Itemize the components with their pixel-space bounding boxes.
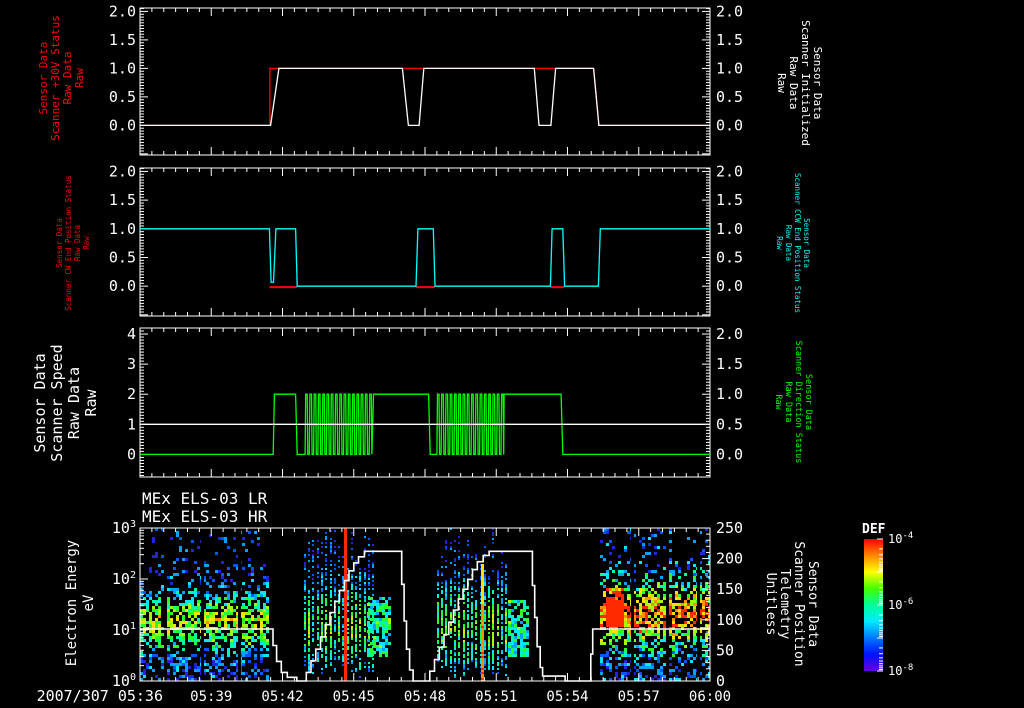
y-tick-label: 2.0 (109, 162, 136, 180)
time-tick-label: 05:54 (546, 689, 588, 705)
y-tick-label: 1.0 (716, 385, 743, 403)
colorbar-unit-label: ergs/(cm**2-sr-sec-eV) (948, 538, 960, 672)
y-tick-label: 3 (127, 355, 136, 373)
panel2-left-label: Sensor Data Scanner CW End Position Stat… (55, 175, 91, 311)
y-tick-label: 0.0 (716, 445, 743, 463)
y-tick-label: 1.5 (109, 191, 136, 209)
position-tick-label: 250 (716, 519, 743, 537)
scanner-end-position-traces (140, 228, 710, 289)
position-tick-label: 100 (716, 611, 743, 629)
scanner-speed-direction-traces (140, 393, 710, 456)
colorbar-tick-label: 10-4 (888, 531, 913, 546)
panel-2-axes (139, 167, 711, 317)
colorbar-tick-label: 10-8 (888, 663, 913, 678)
y-tick-label: 2.0 (716, 325, 743, 343)
panel-4-axes (139, 527, 711, 682)
y-tick-label: 2.0 (716, 162, 743, 180)
panel2-right-label: Sensor Data Scanner CCW End Position Sta… (775, 173, 811, 313)
time-tick-label: 05:57 (618, 689, 660, 705)
panel-3-axes (139, 327, 711, 478)
energy-tick-label: 101 (112, 621, 136, 639)
y-tick-label: 0 (127, 445, 136, 463)
panel-1-axes (139, 7, 711, 156)
time-tick-label: 05:39 (190, 689, 232, 705)
time-tick-label: 05:48 (404, 689, 446, 705)
y-tick-label: 1.5 (109, 31, 136, 49)
energy-tick-label: 100 (112, 672, 136, 690)
y-tick-label: 0.0 (109, 116, 136, 134)
y-tick-label: 0.0 (716, 277, 743, 295)
y-tick-label: 4 (127, 325, 136, 343)
panel1-right-label: Sensor Data Scanner Initialized Raw Data… (775, 20, 824, 146)
position-tick-label: 0 (716, 672, 725, 690)
position-tick-label: 50 (716, 641, 734, 659)
y-tick-label: 1.5 (716, 31, 743, 49)
y-tick-label: 0.5 (716, 248, 743, 266)
scanner-plus-30v-status-trace (140, 67, 710, 127)
spectrogram-image (140, 528, 710, 681)
panel4-left-label: Electron Energy eV (64, 539, 97, 667)
y-tick-label: 0.5 (716, 415, 743, 433)
position-tick-label: 200 (716, 550, 743, 568)
plot-title-hr: MEx ELS-03 HR (142, 507, 268, 526)
energy-tick-label: 103 (112, 519, 136, 537)
y-tick-label: 2 (127, 385, 136, 403)
y-tick-label: 1.0 (716, 59, 743, 77)
y-tick-label: 0.5 (109, 248, 136, 266)
position-tick-label: 150 (716, 580, 743, 598)
colorbar-tick-label: 10-6 (888, 597, 913, 612)
y-tick-label: 2.0 (716, 2, 743, 20)
panel1-left-label: Sensor Data Scanner +30V Status Raw Data… (37, 15, 86, 141)
panel4-right-label: Sensor Data Scanner Position Telemetry U… (763, 541, 820, 667)
y-tick-label: 2.0 (109, 2, 136, 20)
y-tick-label: 1.0 (109, 59, 136, 77)
colorbar-title: DEF (862, 522, 886, 537)
scanner-ccw-end-position-trace (140, 228, 710, 287)
scanner-direction-status-trace (140, 393, 710, 456)
time-tick-label: 05:42 (261, 689, 303, 705)
time-tick-label: 05:51 (475, 689, 517, 705)
x-axis-start-label: 2007/307 05:36 (36, 687, 163, 705)
y-tick-label: 1.5 (716, 355, 743, 373)
plot-title-lr: MEx ELS-03 LR (142, 489, 268, 508)
y-tick-label: 0.5 (109, 88, 136, 106)
scanner-30v-initialized-traces (140, 67, 710, 127)
y-tick-label: 1 (127, 415, 136, 433)
colorbar: 10-4 10-6 10-8 (864, 531, 913, 678)
y-tick-label: 0.0 (716, 116, 743, 134)
scanner-position-telemetry-trace (140, 550, 710, 682)
time-tick-label: 05:45 (333, 689, 375, 705)
y-tick-label: 1.5 (716, 191, 743, 209)
energy-tick-label: 102 (112, 570, 136, 588)
panel3-left-label: Sensor Data Scanner Speed Raw Data Raw (31, 344, 100, 462)
panel3-right-label: Sensor Data Scanner Direction Status Raw… (773, 340, 813, 464)
y-tick-label: 1.0 (109, 220, 136, 238)
scanner-initialized-trace (140, 67, 710, 127)
y-tick-label: 0.5 (716, 88, 743, 106)
y-tick-label: 1.0 (716, 220, 743, 238)
time-tick-label: 06:00 (689, 689, 731, 705)
y-tick-label: 0.0 (109, 277, 136, 295)
